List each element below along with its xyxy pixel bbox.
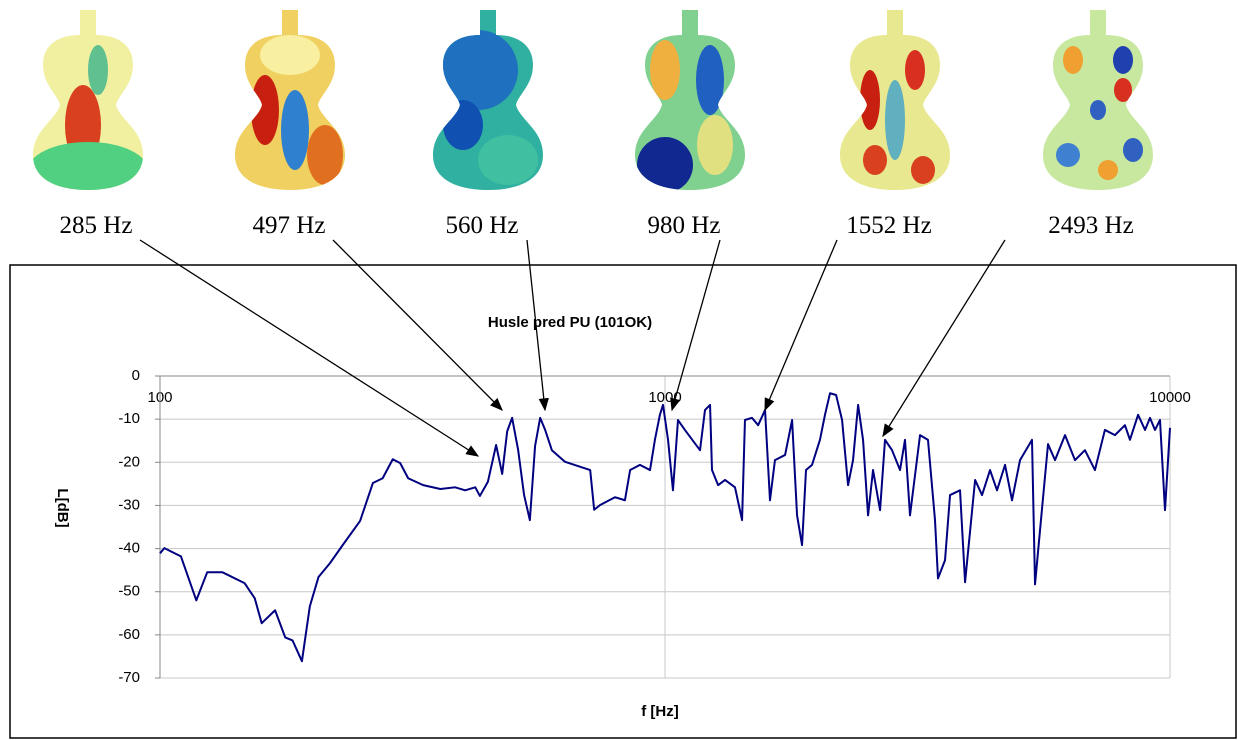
annotation: 980 Hz bbox=[648, 212, 721, 239]
data-line bbox=[159, 392, 1171, 663]
arrow bbox=[332, 239, 503, 411]
y-tick-label: -70 bbox=[118, 669, 140, 686]
annotation: 2493 Hz bbox=[1048, 212, 1133, 239]
y-tick-label: -40 bbox=[118, 540, 140, 557]
chart-frame bbox=[9, 264, 1237, 739]
mode-image bbox=[840, 10, 950, 190]
mode-image bbox=[635, 10, 745, 190]
arrow bbox=[139, 239, 480, 457]
y-tick-label: -60 bbox=[118, 626, 140, 643]
x-tick-label: 10000 bbox=[1149, 389, 1191, 406]
annotation: 560 Hz bbox=[446, 212, 519, 239]
arrow bbox=[670, 239, 721, 412]
mode-images bbox=[33, 10, 1153, 190]
arrow bbox=[882, 239, 1006, 438]
annotation: 1552 Hz bbox=[846, 212, 931, 239]
annotation-arrows bbox=[139, 239, 1006, 457]
chart-title: Husle pred PU (101OK) bbox=[488, 314, 652, 331]
mode-image bbox=[235, 10, 345, 190]
mode-image bbox=[1043, 10, 1153, 190]
y-tick-label: 0 bbox=[132, 367, 140, 384]
x-axis-label: f [Hz] bbox=[641, 703, 679, 720]
mode-image bbox=[33, 10, 143, 190]
arrow bbox=[764, 239, 838, 412]
annotation: 285 Hz bbox=[60, 212, 133, 239]
y-tick-label: -20 bbox=[118, 453, 140, 470]
y-tick-label: -30 bbox=[118, 496, 140, 513]
y-tick-label: -50 bbox=[118, 583, 140, 600]
y-tick-label: -10 bbox=[118, 410, 140, 427]
y-axis-label: L[dB] bbox=[54, 488, 71, 527]
annotation: 497 Hz bbox=[253, 212, 326, 239]
arrow bbox=[526, 239, 549, 412]
mode-image bbox=[433, 10, 543, 190]
